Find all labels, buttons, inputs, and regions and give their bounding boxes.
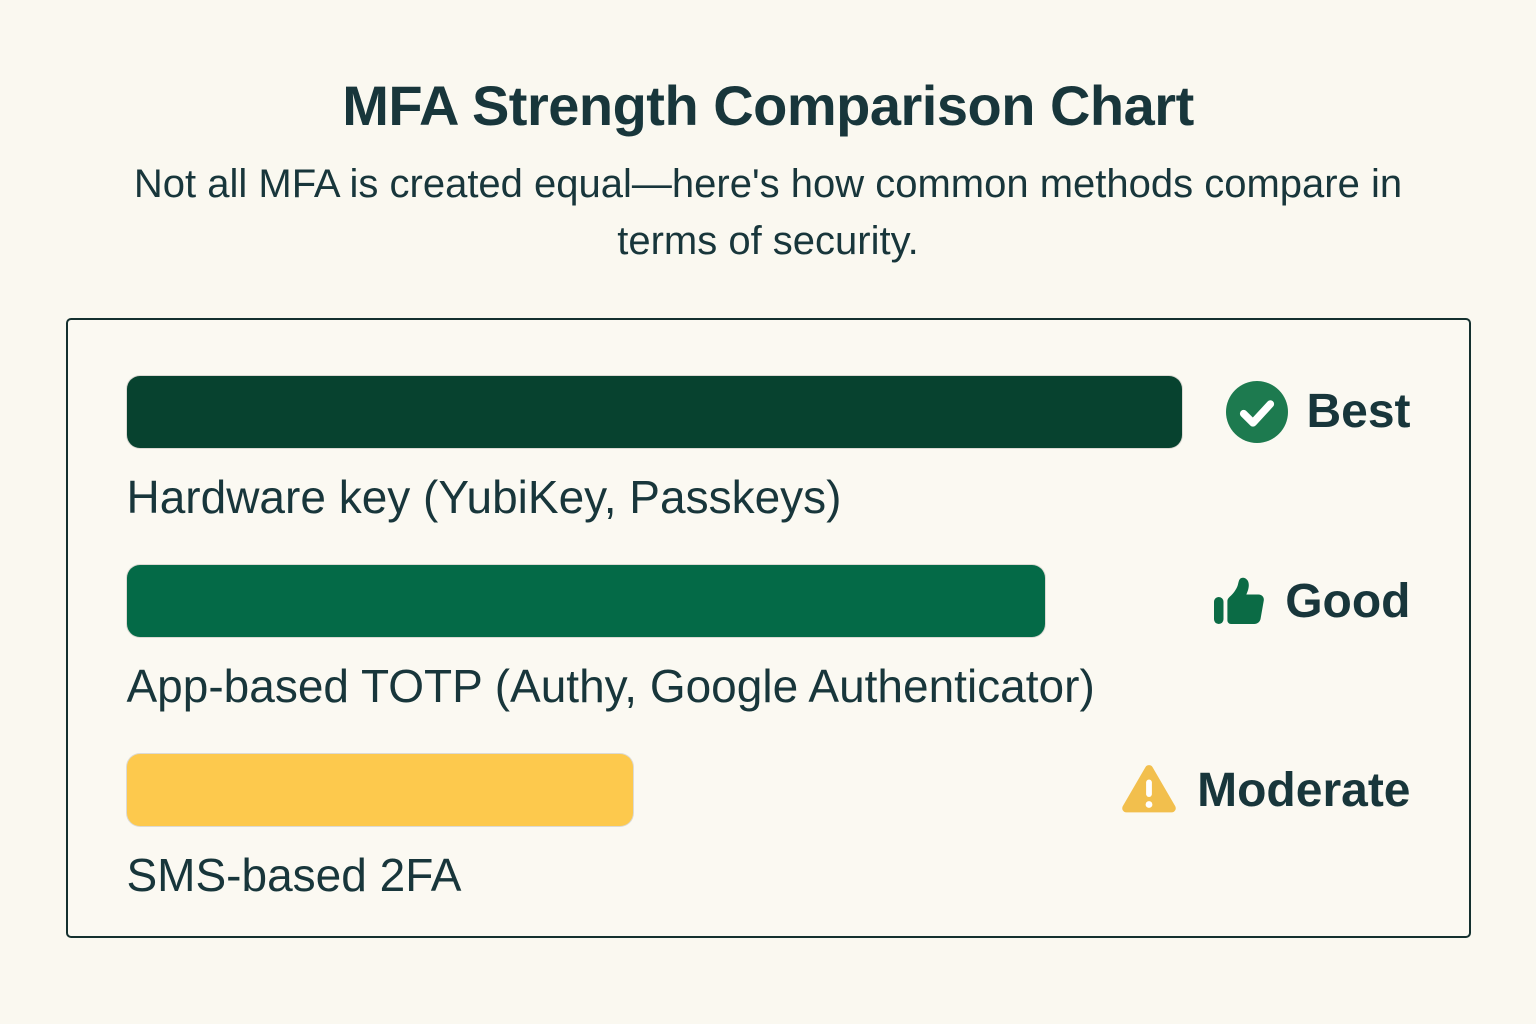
chart-row-sms-2fa: Moderate SMS-based 2FA [126, 754, 1411, 903]
chart-row-app-totp: Good App-based TOTP (Authy, Google Authe… [126, 565, 1411, 714]
warning-triangle-icon [1119, 763, 1179, 817]
chart-subtitle: Not all MFA is created equal—here's how … [133, 162, 1403, 264]
rating-label: Best [1306, 385, 1411, 439]
rating-label: Good [1285, 574, 1411, 628]
bar-line: Moderate [126, 754, 1411, 827]
rating-label: Moderate [1197, 763, 1411, 817]
bar-line: Best [126, 375, 1411, 448]
bar-label: SMS-based 2FA [126, 849, 462, 902]
hardware-key-bar [126, 375, 1182, 448]
bar-line: Good [126, 565, 1411, 638]
bar-label: App-based TOTP (Authy, Google Authentica… [126, 660, 1095, 713]
app-totp-bar [126, 565, 1045, 638]
rating-best: Best [1226, 380, 1411, 443]
check-circle-icon [1226, 380, 1289, 443]
bar-label: Hardware key (YubiKey, Passkeys) [126, 470, 842, 523]
sms-2fa-bar [126, 754, 634, 827]
rating-good: Good [1211, 573, 1411, 629]
thumbs-up-icon [1211, 573, 1267, 629]
chart-title: MFA Strength Comparison Chart [342, 74, 1194, 137]
chart-header: MFA Strength Comparison Chart Not all MF… [0, 0, 1536, 270]
rating-moderate: Moderate [1119, 763, 1411, 818]
chart-panel: Best Hardware key (YubiKey, Passkeys) Go… [65, 317, 1471, 938]
chart-row-hardware-key: Best Hardware key (YubiKey, Passkeys) [126, 375, 1411, 525]
